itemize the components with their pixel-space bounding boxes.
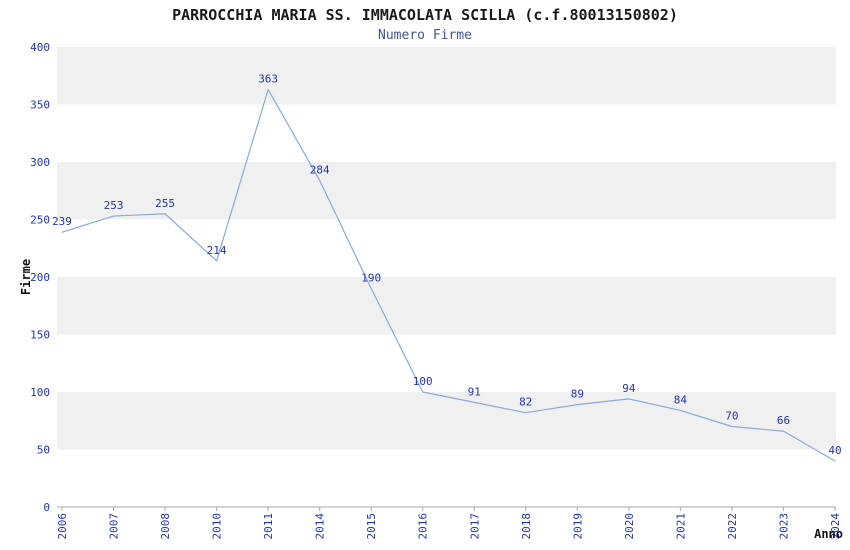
chart-title: PARROCCHIA MARIA SS. IMMACOLATA SCILLA (… (172, 6, 678, 24)
data-point-label: 91 (468, 385, 481, 398)
y-axis-tick-label: 200 (30, 271, 50, 284)
x-axis-tick-label: 2022 (726, 513, 739, 540)
chart-line (61, 88, 836, 462)
x-axis-tick-label: 2008 (159, 513, 172, 540)
x-axis-tick-label: 2016 (417, 513, 430, 540)
x-axis-tick-label: 2017 (468, 513, 481, 540)
data-point-label: 255 (155, 197, 175, 210)
y-axis-label: Firme (19, 259, 33, 295)
plot-band (57, 47, 836, 105)
plot-band (57, 162, 836, 220)
x-axis-tick-label: 2010 (211, 513, 224, 540)
x-axis-label: Anno (814, 527, 843, 541)
y-axis-tick-label: 250 (30, 214, 50, 227)
x-axis-tick-label: 2023 (777, 513, 790, 540)
data-point-label: 190 (361, 272, 381, 285)
data-point-label: 84 (674, 393, 688, 406)
x-axis-tick-label: 2019 (571, 513, 584, 540)
y-axis-tick-label: 350 (30, 99, 50, 112)
data-point-label: 253 (104, 199, 124, 212)
data-point-label: 239 (52, 215, 72, 228)
plot-band (57, 392, 836, 450)
y-axis-tick-label: 100 (30, 386, 50, 399)
x-axis-tick-label: 2021 (674, 513, 687, 540)
x-axis-tick-label: 2007 (108, 513, 121, 540)
data-point-label: 82 (519, 396, 532, 409)
x-axis-tick-label: 2015 (365, 513, 378, 540)
x-axis-tick-label: 2020 (623, 513, 636, 540)
data-point-label: 66 (777, 414, 790, 427)
x-axis-tick-label: 2018 (520, 513, 533, 540)
data-point-label: 94 (622, 382, 636, 395)
y-axis-tick-label: 300 (30, 156, 50, 169)
data-point-label: 70 (725, 410, 738, 423)
data-point-label: 40 (828, 444, 841, 457)
x-axis-tick-label: 2011 (262, 513, 275, 540)
y-axis-tick-label: 400 (30, 41, 50, 54)
plot-band (57, 277, 836, 335)
x-axis-tick-label: 2006 (56, 513, 69, 540)
y-axis-tick-label: 150 (30, 329, 50, 342)
x-axis-tick-label: 2024 (829, 513, 842, 540)
data-point-label: 89 (571, 388, 584, 401)
data-point-label: 284 (310, 163, 330, 176)
data-point-label: 363 (258, 73, 278, 86)
x-axis-tick-label: 2014 (314, 513, 327, 540)
y-axis-tick-label: 50 (37, 444, 50, 457)
data-point-label: 214 (207, 244, 227, 257)
y-axis-tick-label: 0 (43, 501, 50, 514)
data-point-label: 100 (413, 375, 433, 388)
chart-subtitle: Numero Firme (378, 28, 472, 43)
